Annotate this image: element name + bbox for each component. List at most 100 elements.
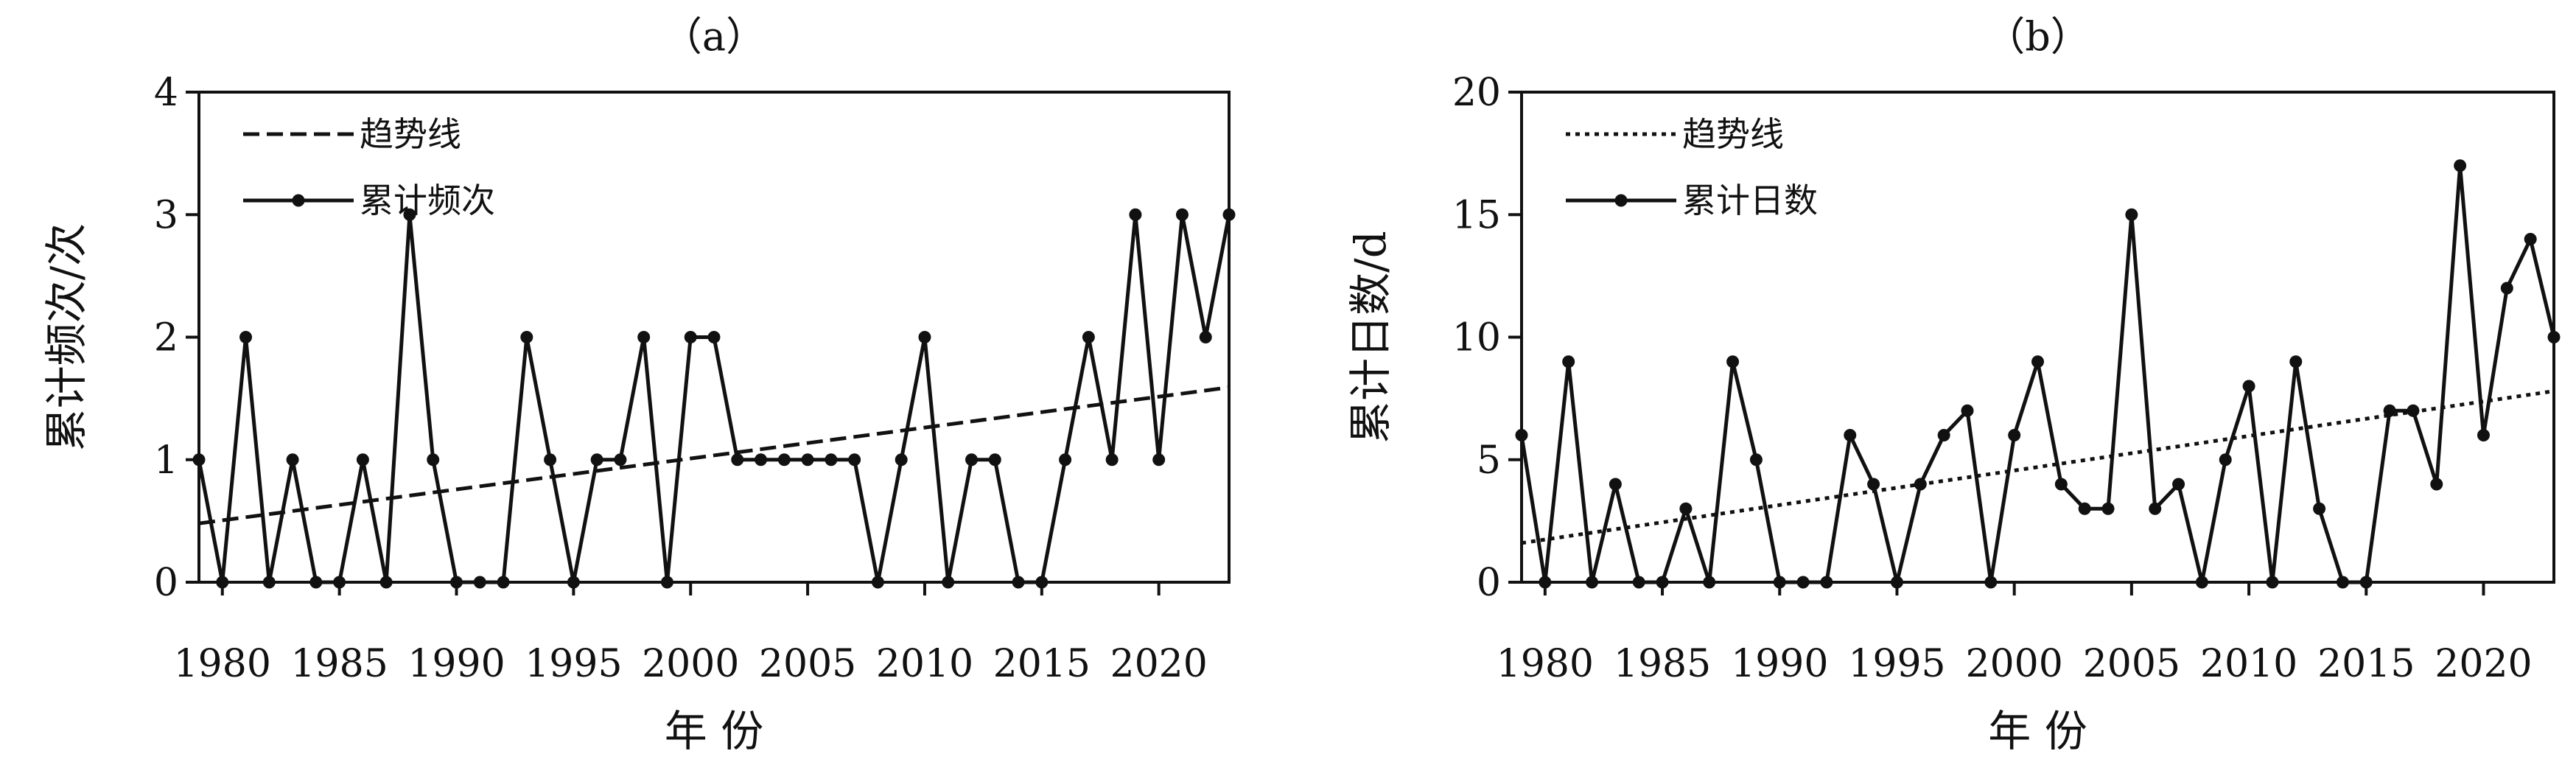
data-point: [286, 453, 299, 467]
data-point: [1609, 478, 1622, 491]
y-tick-label: 15: [1452, 193, 1501, 237]
data-point: [2008, 429, 2021, 441]
legend-series-marker: [1614, 194, 1628, 207]
data-point: [2195, 576, 2208, 589]
data-point: [1632, 576, 1645, 589]
data-point: [1035, 576, 1049, 589]
data-point: [2454, 159, 2467, 172]
y-tick-label: 4: [154, 71, 178, 115]
data-point: [1152, 453, 1166, 467]
data-point: [1222, 208, 1236, 221]
x-tick-label: 1985: [290, 642, 388, 686]
x-tick-label: 1985: [1614, 642, 1711, 686]
data-point: [2242, 380, 2255, 393]
x-axis-title: 年 份: [1988, 706, 2087, 756]
x-tick-label: 1990: [1731, 642, 1828, 686]
data-point: [2359, 576, 2373, 589]
data-point: [895, 453, 908, 467]
data-point: [1726, 355, 1740, 368]
panel-b: （b） 0 5 10 15 20 1980 1985 1990 1995 2000 2005 2010 2…: [1345, 13, 2561, 756]
x-tick-label: 1980: [174, 642, 271, 686]
x-tick-label: 2005: [759, 642, 856, 686]
data-point: [988, 453, 1001, 467]
data-point: [1820, 576, 1833, 589]
legend-series-label: 累计日数: [1682, 181, 1818, 220]
x-tick-label: 2020: [1110, 642, 1208, 686]
x-tick-label: 2015: [2317, 642, 2415, 686]
data-point: [614, 453, 627, 467]
y-tick-label: 2: [154, 316, 178, 360]
data-point: [1562, 355, 1575, 368]
y-tick-label: 5: [1477, 439, 1501, 483]
data-point: [1867, 478, 1880, 491]
data-point: [2172, 478, 2185, 491]
data-point: [965, 453, 978, 467]
x-tick-label: 1990: [407, 642, 505, 686]
data-point: [1914, 478, 1927, 491]
x-axis-title: 年 份: [665, 706, 763, 756]
data-point: [427, 453, 440, 467]
y-tick-label: 3: [154, 193, 178, 237]
data-point: [262, 576, 276, 589]
data-point: [2219, 453, 2232, 467]
data-point: [637, 331, 651, 343]
trend-line: [1521, 389, 2555, 545]
data-point: [2383, 404, 2396, 417]
data-point: [1059, 453, 1072, 467]
x-tick-label: 1995: [1848, 642, 1945, 686]
data-point: [2313, 502, 2326, 515]
data-point: [2289, 355, 2303, 368]
panel-label: （a）: [662, 13, 766, 60]
data-point: [1844, 429, 1857, 441]
data-point: [1937, 429, 1950, 441]
data-point: [1175, 208, 1189, 221]
legend-trend-label: 趋势线: [1682, 114, 1784, 154]
data-point: [309, 576, 323, 589]
y-axis-title: 累计日数/d: [1345, 231, 1396, 444]
x-tick-label: 2000: [1965, 642, 2062, 686]
y-tick-label: 0: [154, 561, 178, 605]
data-point: [520, 331, 533, 343]
data-point: [356, 453, 369, 467]
data-point: [2149, 502, 2162, 515]
x-tick-label: 1995: [525, 642, 622, 686]
plot-frame: [1520, 91, 2555, 584]
data-point: [871, 576, 884, 589]
data-point: [1773, 576, 1786, 589]
data-point: [192, 453, 206, 467]
x-tick-label: 2015: [993, 642, 1091, 686]
data-point: [2336, 576, 2349, 589]
data-point: [2430, 478, 2443, 491]
data-point: [848, 453, 861, 467]
data-point: [239, 331, 253, 343]
data-point: [379, 576, 393, 589]
x-tick-label: 1980: [1497, 642, 1594, 686]
x-tick-label: 2005: [2083, 642, 2180, 686]
data-point: [567, 576, 580, 589]
x-tick-label: 2010: [2200, 642, 2297, 686]
x-tick-label: 2020: [2435, 642, 2532, 686]
data-point: [918, 331, 931, 343]
data-point: [2477, 429, 2490, 441]
data-point: [2500, 282, 2513, 295]
data-point: [1515, 429, 1528, 441]
data-point: [1012, 576, 1025, 589]
data-point: [1105, 453, 1119, 467]
data-point: [1890, 576, 1903, 589]
data-point: [590, 453, 603, 467]
data-point: [2031, 355, 2044, 368]
data-point: [660, 576, 673, 589]
data-point: [777, 453, 791, 467]
panel-label: （b）: [1985, 13, 2090, 60]
y-axis-title: 累计频次/次: [41, 223, 91, 452]
y-tick-label: 0: [1477, 561, 1501, 605]
data-point: [216, 576, 229, 589]
data-point: [2266, 576, 2279, 589]
series-line: [197, 214, 1231, 584]
data-point: [544, 453, 557, 467]
data-point: [707, 331, 721, 343]
data-point: [473, 576, 486, 589]
legend-series-marker: [292, 194, 305, 207]
data-point: [1129, 208, 1142, 221]
data-point: [2547, 331, 2561, 343]
